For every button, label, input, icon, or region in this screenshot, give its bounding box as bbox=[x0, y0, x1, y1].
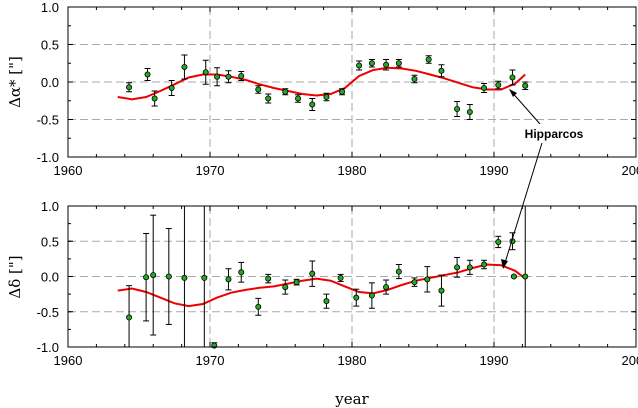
y-tick-label: -0.5 bbox=[37, 113, 59, 128]
data-point bbox=[454, 106, 461, 113]
x-tick-label: 1970 bbox=[196, 353, 225, 368]
x-tick-label: 2000 bbox=[622, 353, 638, 368]
data-point bbox=[126, 314, 133, 321]
data-point bbox=[522, 82, 529, 89]
panel-ra: 1960 1970 1980 1990 2000 1.0 0.5 0.0 -0.5 -1.0 Δα… bbox=[6, 0, 638, 178]
data-point bbox=[165, 273, 172, 280]
data-point bbox=[510, 273, 517, 280]
data-point bbox=[225, 276, 232, 283]
x-axis-label: year bbox=[334, 390, 369, 408]
data-point bbox=[438, 67, 445, 74]
data-point bbox=[144, 71, 151, 78]
data-point bbox=[356, 62, 363, 69]
y-tick-label: 0.0 bbox=[41, 75, 59, 90]
axis-ticks: 1960 1970 1980 1990 2000 1.0 0.5 0.0 -0.5 -1.0 bbox=[37, 0, 638, 178]
data-point bbox=[424, 276, 431, 283]
plot-elements bbox=[117, 206, 529, 349]
data-point bbox=[481, 85, 488, 92]
data-point bbox=[411, 76, 418, 83]
data-point bbox=[466, 264, 473, 271]
data-point bbox=[202, 69, 209, 76]
data-point bbox=[323, 94, 330, 101]
x-tick-label: 1960 bbox=[54, 353, 83, 368]
data-point bbox=[323, 298, 330, 305]
fit-curve bbox=[117, 263, 526, 308]
data-point bbox=[126, 84, 133, 91]
data-point bbox=[368, 292, 375, 299]
data-point bbox=[383, 284, 390, 291]
data-point bbox=[411, 279, 418, 286]
data-point bbox=[265, 275, 272, 282]
data-point bbox=[255, 303, 262, 310]
data-point bbox=[481, 261, 488, 268]
data-point bbox=[293, 279, 300, 286]
data-point bbox=[353, 294, 360, 301]
data-point bbox=[255, 86, 262, 93]
data-point bbox=[225, 73, 232, 80]
data-point bbox=[522, 273, 529, 280]
y-tick-label: -0.5 bbox=[37, 305, 59, 320]
data-point bbox=[509, 74, 516, 81]
data-point bbox=[337, 274, 344, 281]
y-tick-label: 1.0 bbox=[41, 199, 59, 214]
data-point bbox=[454, 264, 461, 271]
data-point bbox=[383, 61, 390, 68]
data-point bbox=[339, 88, 346, 95]
data-point bbox=[368, 60, 375, 67]
annotation-arrow-top bbox=[509, 89, 541, 125]
data-point bbox=[214, 73, 221, 80]
x-tick-label: 1980 bbox=[338, 353, 367, 368]
data-point bbox=[143, 274, 150, 281]
y-axis-label: Δδ ["] bbox=[6, 255, 24, 298]
data-point bbox=[438, 287, 445, 294]
y-tick-label: 1.0 bbox=[41, 0, 59, 15]
data-point bbox=[265, 95, 272, 102]
y-tick-label: 0.5 bbox=[41, 38, 59, 53]
data-point bbox=[495, 82, 502, 89]
x-tick-label: 1960 bbox=[54, 163, 83, 178]
axis-ticks: 1960 1970 1980 1990 2000 1.0 0.5 0.0 -0.5 -1.0 bbox=[37, 199, 638, 368]
x-tick-label: 1990 bbox=[480, 353, 509, 368]
data-point bbox=[395, 268, 402, 275]
data-point bbox=[282, 284, 289, 291]
data-point bbox=[238, 269, 245, 276]
x-tick-label: 1990 bbox=[480, 163, 509, 178]
data-point bbox=[282, 88, 289, 95]
annotation-arrow-bottom bbox=[503, 142, 543, 267]
y-tick-label: 0.5 bbox=[41, 234, 59, 249]
annotation-arrowhead-top bbox=[509, 89, 517, 97]
data-point bbox=[466, 109, 473, 116]
data-point bbox=[150, 272, 157, 279]
y-tick-label: -1.0 bbox=[37, 340, 59, 355]
data-point bbox=[309, 270, 316, 277]
data-point bbox=[181, 64, 188, 71]
data-point bbox=[309, 101, 316, 108]
hipparcos-annotation: Hipparcos bbox=[501, 89, 594, 269]
data-point bbox=[181, 274, 188, 281]
y-tick-label: 0.0 bbox=[41, 270, 59, 285]
plot-elements bbox=[117, 54, 529, 120]
annotation-box bbox=[514, 124, 594, 143]
data-point bbox=[168, 85, 175, 92]
x-tick-label: 2000 bbox=[622, 163, 638, 178]
annotation-arrowhead-bottom bbox=[501, 259, 508, 269]
data-point bbox=[295, 95, 302, 102]
data-point bbox=[201, 274, 208, 281]
panel-dec: 1960 1970 1980 1990 2000 1.0 0.5 0.0 -0.5 -1.0 Δδ… bbox=[6, 199, 638, 408]
x-tick-label: 1970 bbox=[196, 163, 225, 178]
data-point bbox=[238, 73, 245, 80]
data-point bbox=[151, 95, 158, 102]
x-tick-label: 1980 bbox=[338, 163, 367, 178]
grid-lines bbox=[68, 206, 636, 347]
y-axis-label: Δα* ["] bbox=[6, 56, 24, 108]
data-point bbox=[395, 60, 402, 67]
data-point bbox=[495, 238, 502, 245]
data-point bbox=[425, 56, 432, 63]
y-tick-label: -1.0 bbox=[37, 150, 59, 165]
annotation-label: Hipparcos bbox=[525, 127, 584, 141]
